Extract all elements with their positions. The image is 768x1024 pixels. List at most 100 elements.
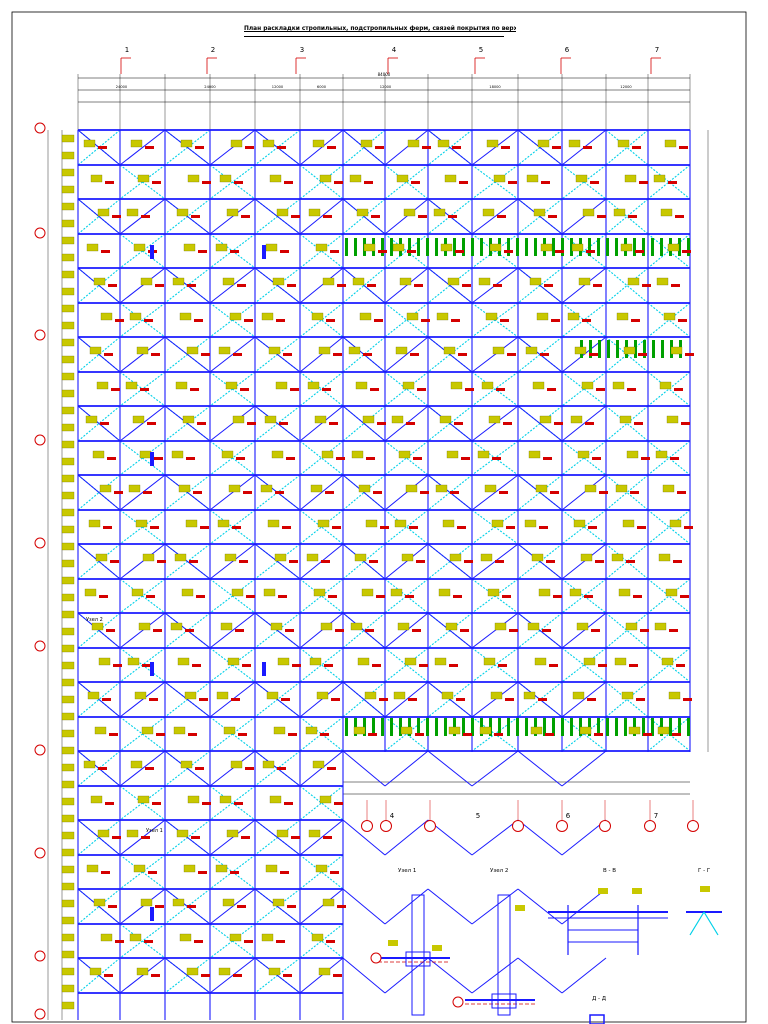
green-element (597, 718, 600, 736)
frame-diagonal (427, 957, 473, 994)
frame-diagonal (517, 474, 563, 511)
edge-label (61, 287, 75, 296)
green-element (624, 718, 627, 736)
bracing-diagonal (561, 509, 607, 545)
column-axis-marker (380, 820, 392, 832)
member-label (397, 622, 410, 631)
bracing-diagonal (605, 612, 649, 649)
frame-diagonal (342, 543, 386, 580)
member-label (92, 450, 105, 459)
member-label (355, 381, 368, 390)
bracing-diagonal (561, 440, 607, 476)
member-label (276, 829, 289, 838)
frame-diagonal (561, 405, 607, 442)
bracing-diagonal (299, 785, 344, 821)
member-tag (337, 905, 346, 908)
edge-label (61, 406, 75, 415)
frame-diagonal (164, 129, 211, 166)
bracing-diagonal (342, 612, 386, 649)
member-label (322, 277, 335, 286)
member-tag (329, 422, 338, 425)
bracing-diagonal (299, 923, 344, 959)
frame-diagonal (517, 819, 563, 856)
member-tag (194, 319, 203, 322)
row-axis-marker (34, 434, 46, 446)
edge-label (61, 202, 75, 211)
green-element (507, 238, 510, 256)
member-tag (237, 284, 246, 287)
member-tag (495, 560, 504, 563)
member-label (267, 519, 280, 528)
member-tag (152, 181, 161, 184)
member-label (405, 484, 418, 493)
member-tag (540, 353, 549, 356)
green-element (381, 238, 384, 256)
member-label (270, 622, 283, 631)
bay-dimension-text: 12000 (620, 85, 632, 89)
member-label (491, 519, 504, 528)
member-label (132, 415, 145, 424)
frame-diagonal (77, 405, 121, 442)
member-tag (582, 319, 591, 322)
member-tag (546, 560, 555, 563)
green-element (390, 718, 393, 736)
member-tag (194, 940, 203, 943)
frame-diagonal (209, 405, 256, 442)
frame-diagonal (427, 612, 473, 649)
member-tag (287, 284, 296, 287)
member-label (438, 588, 451, 597)
green-element (570, 718, 573, 736)
frame-diagonal (471, 474, 519, 511)
member-tag (547, 388, 556, 391)
member-tag (141, 836, 150, 839)
member-tag (674, 388, 683, 391)
edge-label (61, 661, 75, 670)
frame-diagonal (254, 336, 301, 373)
bracing-diagonal (342, 474, 386, 511)
member-tag (336, 457, 345, 460)
member-tag (376, 595, 385, 598)
member-label (478, 277, 491, 286)
member-tag (288, 733, 297, 736)
frame-diagonal (119, 957, 166, 994)
member-label (268, 967, 281, 976)
member-tag (422, 146, 431, 149)
member-label (528, 450, 541, 459)
member-label (612, 381, 625, 390)
green-element (651, 238, 654, 256)
member-tag (333, 974, 342, 977)
member-tag (230, 250, 239, 253)
member-label (531, 553, 544, 562)
frame-diagonal (254, 267, 301, 304)
member-label (449, 553, 462, 562)
member-tag (492, 457, 501, 460)
member-label (316, 691, 329, 700)
member-label (186, 346, 199, 355)
frame-diagonal (209, 543, 256, 580)
member-tag (152, 802, 161, 805)
member-label (618, 588, 631, 597)
member-label (583, 657, 596, 666)
member-tag (149, 698, 158, 701)
edge-label (61, 678, 75, 687)
frame-diagonal (77, 336, 121, 373)
member-label (349, 174, 362, 183)
member-tag (642, 284, 651, 287)
member-tag (671, 284, 680, 287)
member-label (177, 657, 190, 666)
frame-diagonal (561, 267, 607, 304)
member-tag (322, 388, 331, 391)
member-tag (369, 560, 378, 563)
frame-diagonal (471, 612, 519, 649)
member-tag (105, 181, 114, 184)
frame-diagonal (561, 612, 607, 649)
edge-label (61, 967, 75, 976)
frame-diagonal (427, 750, 473, 787)
member-tag (241, 836, 250, 839)
member-tag (285, 629, 294, 632)
member-label (87, 691, 100, 700)
member-label (217, 519, 230, 528)
frame-diagonal (254, 405, 301, 442)
frame-diagonal (427, 129, 473, 166)
member-tag (507, 353, 516, 356)
